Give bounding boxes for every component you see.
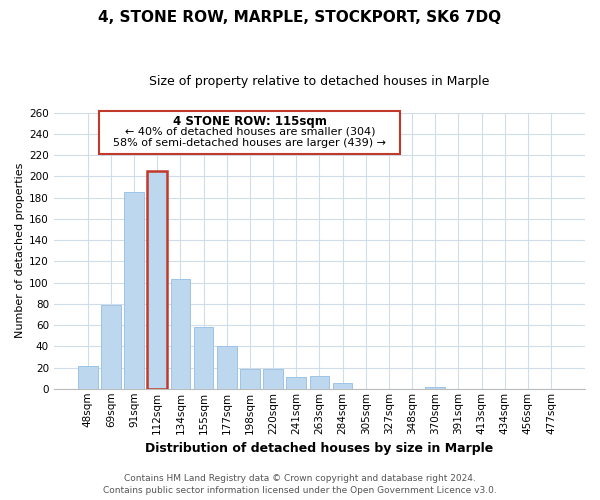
Bar <box>310 376 329 389</box>
Text: 4 STONE ROW: 115sqm: 4 STONE ROW: 115sqm <box>173 115 327 128</box>
Bar <box>286 377 306 389</box>
FancyBboxPatch shape <box>100 110 400 154</box>
Text: 4, STONE ROW, MARPLE, STOCKPORT, SK6 7DQ: 4, STONE ROW, MARPLE, STOCKPORT, SK6 7DQ <box>98 10 502 25</box>
Text: ← 40% of detached houses are smaller (304): ← 40% of detached houses are smaller (30… <box>125 126 375 136</box>
Text: Contains HM Land Registry data © Crown copyright and database right 2024.
Contai: Contains HM Land Registry data © Crown c… <box>103 474 497 495</box>
Title: Size of property relative to detached houses in Marple: Size of property relative to detached ho… <box>149 75 490 88</box>
Bar <box>101 305 121 389</box>
Bar <box>124 192 144 389</box>
Bar <box>78 366 98 389</box>
Bar <box>425 386 445 389</box>
Y-axis label: Number of detached properties: Number of detached properties <box>15 163 25 338</box>
Bar <box>148 171 167 389</box>
Bar <box>194 327 214 389</box>
Bar <box>333 384 352 389</box>
Bar <box>263 368 283 389</box>
Text: 58% of semi-detached houses are larger (439) →: 58% of semi-detached houses are larger (… <box>113 138 386 148</box>
X-axis label: Distribution of detached houses by size in Marple: Distribution of detached houses by size … <box>145 442 494 455</box>
Bar <box>217 346 236 389</box>
Bar <box>240 368 260 389</box>
Bar <box>170 280 190 389</box>
